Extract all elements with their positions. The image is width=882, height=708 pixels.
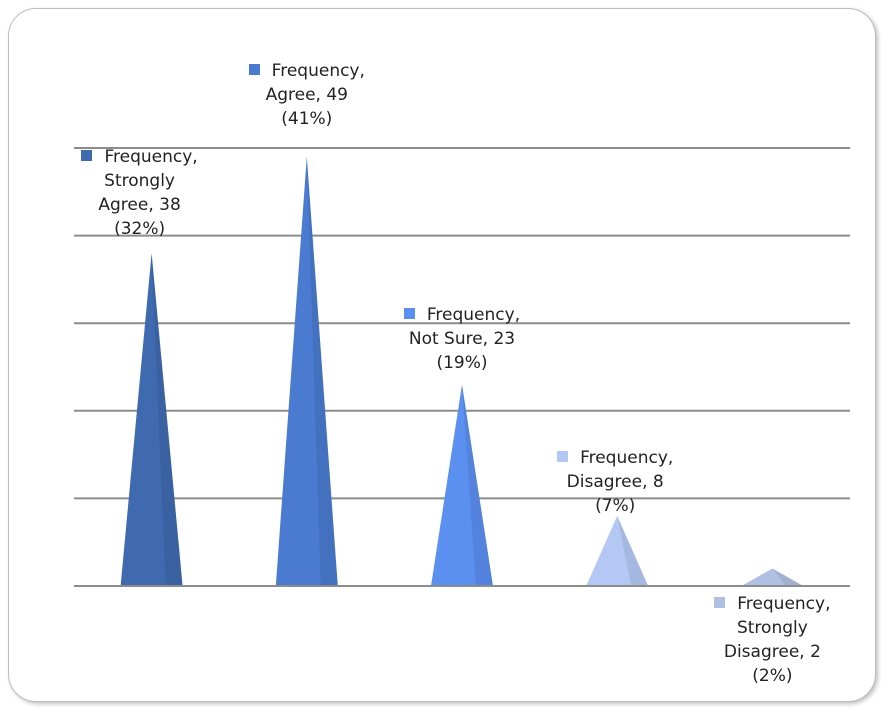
data-label-agree: Frequency, Agree, 49 (41%) bbox=[222, 59, 392, 131]
data-label-not-sure: Frequency, Not Sure, 23 (19%) bbox=[377, 303, 547, 375]
cone-disagree bbox=[586, 515, 649, 586]
data-label-text: Frequency, bbox=[580, 447, 674, 468]
legend-key-swatch bbox=[81, 150, 93, 162]
data-label-line: (41%) bbox=[222, 107, 392, 131]
data-label-text: (32%) bbox=[114, 219, 166, 240]
data-label-line: Disagree, 8 bbox=[530, 470, 700, 494]
data-label-line: Frequency, bbox=[222, 59, 392, 83]
legend-key-swatch bbox=[557, 450, 569, 462]
cone-shade-4 bbox=[772, 568, 804, 586]
data-label-line: Strongly bbox=[687, 616, 857, 640]
cone-not-sure bbox=[431, 384, 493, 586]
data-label-text: Agree, 49 bbox=[265, 84, 348, 105]
data-label-line: Not Sure, 23 bbox=[377, 327, 547, 351]
data-label-text: (7%) bbox=[595, 495, 636, 516]
data-label-strongly-disagree: Frequency, Strongly Disagree, 2 (2%) bbox=[687, 592, 857, 688]
legend-key-swatch bbox=[403, 307, 415, 319]
data-label-disagree: Frequency, Disagree, 8 (7%) bbox=[530, 446, 700, 518]
cone-agree bbox=[275, 156, 338, 586]
data-label-line: Frequency, bbox=[530, 446, 700, 470]
data-label-text: Disagree, 2 bbox=[723, 642, 821, 663]
data-label-line: (7%) bbox=[530, 494, 700, 518]
data-label-text: Frequency, bbox=[737, 594, 831, 615]
data-label-line: Agree, 49 bbox=[222, 83, 392, 107]
cone-shade-2 bbox=[462, 384, 493, 586]
data-label-line: Frequency, bbox=[687, 592, 857, 616]
data-label-line: Disagree, 2 bbox=[687, 640, 857, 664]
data-label-line: (32%) bbox=[55, 217, 225, 241]
data-label-text: Not Sure, 23 bbox=[408, 328, 516, 349]
data-label-text: (41%) bbox=[281, 108, 333, 129]
data-label-line: Frequency, bbox=[377, 303, 547, 327]
data-label-text: Frequency, bbox=[104, 147, 198, 168]
data-label-line: (19%) bbox=[377, 351, 547, 375]
data-label-text: (19%) bbox=[436, 352, 488, 373]
legend-key-swatch bbox=[714, 597, 726, 609]
data-label-line: (2%) bbox=[687, 664, 857, 688]
data-label-text: Strongly bbox=[736, 618, 808, 639]
data-label-text: (2%) bbox=[752, 666, 793, 687]
legend-key-swatch bbox=[248, 63, 260, 75]
data-label-text: Disagree, 8 bbox=[566, 471, 664, 492]
data-label-line: Agree, 38 bbox=[55, 193, 225, 217]
cone-strongly-agree bbox=[120, 253, 183, 586]
data-label-line: Frequency, bbox=[55, 145, 225, 169]
data-label-line: Strongly bbox=[55, 169, 225, 193]
data-label-text: Frequency, bbox=[426, 304, 521, 325]
cone-shade-1 bbox=[306, 156, 338, 586]
data-label-text: Agree, 38 bbox=[98, 195, 181, 216]
data-label-text: Frequency, bbox=[271, 60, 365, 81]
cone-strongly-disagree bbox=[741, 568, 804, 586]
cone-shade-3 bbox=[617, 515, 649, 586]
cone-shade-0 bbox=[151, 253, 183, 586]
data-label-text: Strongly bbox=[104, 171, 175, 192]
data-label-strongly-agree: Frequency, Strongly Agree, 38 (32%) bbox=[55, 145, 225, 241]
